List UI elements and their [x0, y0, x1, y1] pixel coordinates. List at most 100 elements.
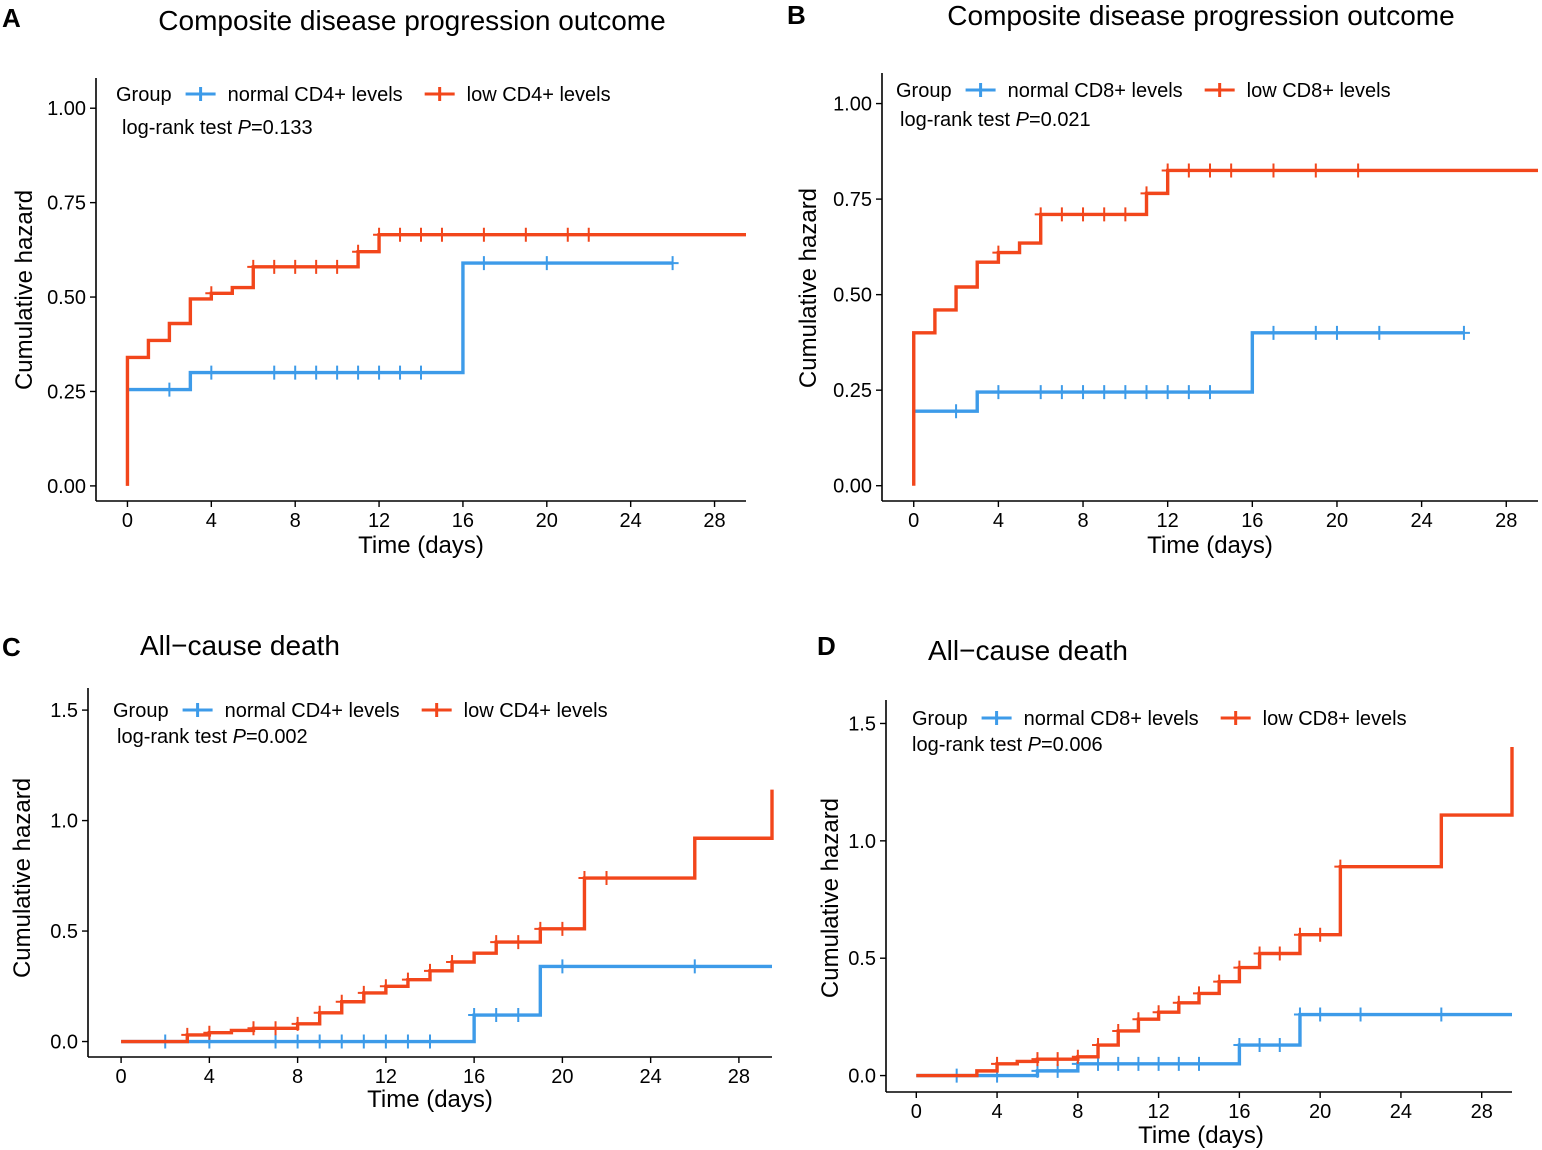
legend-key-low [424, 87, 455, 101]
censor-mark [203, 1025, 216, 1040]
y-tick-label: 0.00 [833, 476, 872, 498]
censor-mark [335, 994, 348, 1009]
censor-mark [424, 1034, 436, 1049]
censor-mark [1267, 325, 1280, 340]
censor-mark [1233, 1038, 1246, 1053]
censor-mark [1132, 1056, 1145, 1071]
legend: Group normal CD8+ levels low CD8+ levels [912, 708, 1407, 730]
censor-mark [1225, 163, 1238, 178]
censor-mark [556, 959, 569, 974]
x-tick-label: 20 [536, 510, 558, 532]
censor-mark [181, 1027, 194, 1042]
censor-mark [991, 1056, 1004, 1071]
censor-mark [313, 1034, 326, 1049]
legend-label-low: low CD4+ levels [467, 84, 611, 106]
censor-mark [1055, 385, 1068, 400]
censor-mark [163, 382, 176, 397]
censor-mark [468, 1008, 481, 1023]
censor-mark [289, 259, 302, 274]
x-tick-label: 16 [1241, 510, 1263, 532]
censor-mark [1051, 1052, 1064, 1067]
censor-mark [600, 871, 613, 886]
censor-mark [1314, 927, 1327, 942]
legend-key-normal [981, 711, 1012, 725]
censor-mark [1204, 385, 1216, 400]
x-axis-label: Time (days) [358, 532, 484, 559]
legend: Group normal CD8+ levels low CD8+ levels [896, 80, 1391, 102]
panel-a: A Composite disease progression outcome 0 4… [2, 3, 746, 559]
censor-mark [1152, 1056, 1165, 1071]
censor-mark [289, 365, 302, 380]
legend-key-low [421, 703, 452, 717]
censor-mark [205, 286, 218, 301]
panel-b: B Composite disease progression outcome 0 4… [787, 0, 1538, 559]
x-tick-label: 0 [122, 510, 133, 532]
x-axis-label: Time (days) [1147, 532, 1273, 559]
legend-label-low: low CD8+ levels [1263, 708, 1407, 730]
x-tick-label: 12 [1147, 1101, 1169, 1123]
censor-mark [1182, 163, 1195, 178]
series-line-normal [913, 331, 1464, 413]
censor-mark [331, 259, 344, 274]
censor-mark [1193, 1056, 1205, 1071]
censor-mark [1309, 163, 1322, 178]
censor-mark [401, 972, 414, 987]
censor-mark [357, 1034, 370, 1049]
censor-mark [1132, 1012, 1145, 1027]
x-tick-label: 28 [1495, 510, 1517, 532]
y-axis-label: Cumulative hazard [9, 778, 36, 978]
censor-mark [379, 1034, 392, 1049]
censor-mark [477, 227, 490, 242]
censor-mark [561, 227, 574, 242]
censor-mark [1034, 207, 1047, 222]
y-tick-label: 1.5 [848, 713, 876, 735]
series-line-normal [127, 261, 673, 392]
series-line-low [916, 746, 1514, 1078]
x-tick-label: 8 [1077, 510, 1088, 532]
censor-mark [1204, 163, 1216, 178]
y-tick-label: 1.0 [50, 811, 78, 833]
y-tick-label: 1.0 [848, 831, 876, 853]
censor-mark [1273, 1038, 1286, 1053]
censor-mark [540, 256, 553, 271]
censor-mark [1273, 946, 1286, 961]
censor-mark [1213, 974, 1226, 989]
censor-mark [1330, 325, 1343, 340]
y-tick-label: 1.00 [833, 94, 872, 116]
panel-letter: C [2, 632, 21, 662]
legend-title: Group [912, 708, 968, 730]
y-axis-label: Cumulative hazard [11, 190, 38, 390]
censor-mark [477, 256, 490, 271]
y-tick-label: 0.50 [833, 285, 872, 307]
censor-mark [1055, 207, 1068, 222]
legend-key-low [1220, 711, 1251, 725]
chart-title: All−cause death [928, 635, 1128, 666]
legend-label-normal: normal CD4+ levels [225, 700, 400, 722]
censor-mark [519, 227, 532, 242]
censor-mark [1253, 1038, 1266, 1053]
censor-mark [556, 921, 569, 936]
censor-mark [310, 365, 323, 380]
x-tick-label: 4 [992, 1101, 1003, 1123]
legend: Group normal CD4+ levels low CD4+ levels [116, 84, 611, 106]
y-tick-label: 0.5 [50, 921, 78, 943]
legend-key-normal [185, 87, 216, 101]
censor-mark [992, 385, 1005, 400]
censor-mark [1267, 163, 1280, 178]
censor-mark [1031, 1052, 1044, 1067]
censor-mark [1233, 960, 1246, 975]
x-tick-label: 12 [1157, 510, 1179, 532]
y-axis-label: Cumulative hazard [817, 798, 844, 998]
censor-mark [291, 1034, 304, 1049]
y-tick-label: 0.50 [47, 287, 86, 309]
censor-mark [424, 963, 436, 978]
censor-mark [310, 259, 323, 274]
x-tick-label: 28 [1471, 1101, 1493, 1123]
x-axis-label: Time (days) [367, 1086, 493, 1113]
censor-mark [1352, 163, 1365, 178]
censor-mark [1152, 1005, 1165, 1020]
censor-mark [1193, 986, 1205, 1001]
censor-mark [394, 365, 407, 380]
censor-mark [435, 227, 448, 242]
